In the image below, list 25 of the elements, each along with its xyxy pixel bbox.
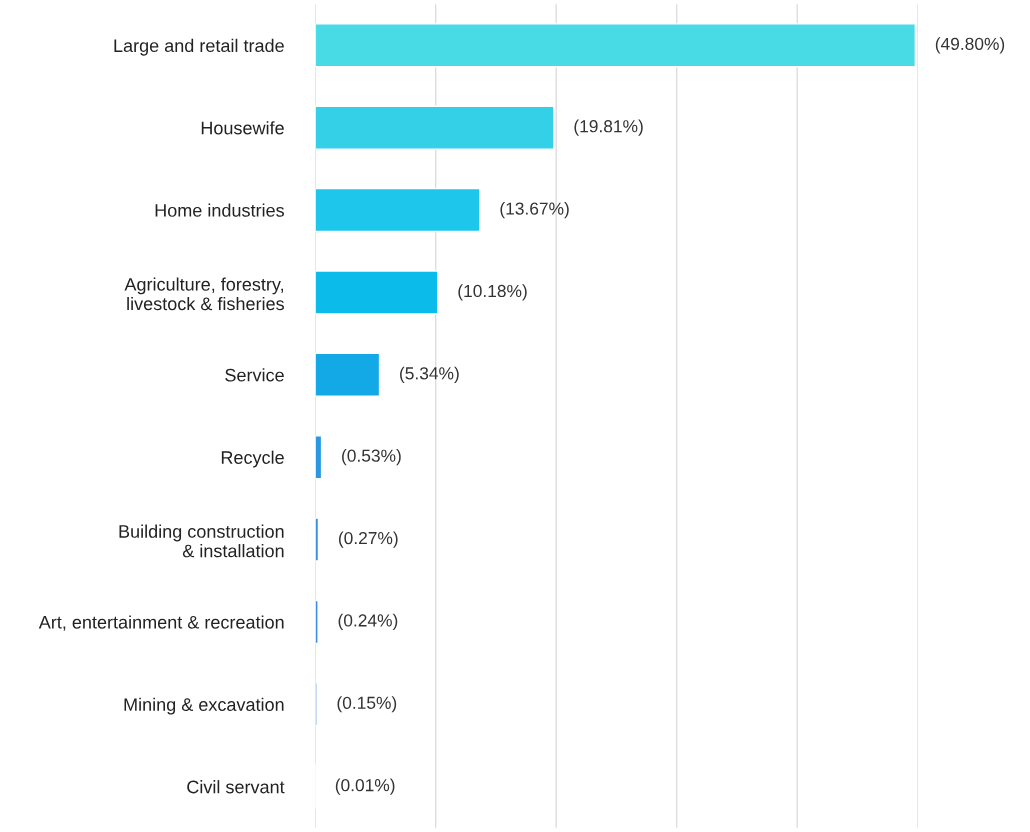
y-tick-label: Home industries <box>155 203 284 217</box>
y-tick-label: Housewife <box>201 121 284 135</box>
bar <box>315 187 481 233</box>
y-tick-label: Art, entertainment & recreation <box>38 615 284 631</box>
bar <box>315 352 381 397</box>
y-tick-label: Mining & excavation <box>124 697 284 715</box>
data-label: (0.27%) <box>338 531 398 548</box>
y-tick-label: Civil servant <box>187 780 285 794</box>
y-tick-label: Building construction & installation <box>119 524 284 558</box>
y-tick-label: Recycle <box>221 450 284 468</box>
bar <box>315 270 439 315</box>
bar <box>315 105 555 150</box>
data-label: (13.67%) <box>500 201 569 219</box>
data-label: (0.53%) <box>342 449 401 466</box>
data-label: (0.01%) <box>335 778 395 795</box>
data-label: (19.81%) <box>574 119 643 136</box>
data-label: (10.18%) <box>458 284 527 301</box>
y-tick-label: Service <box>225 368 284 382</box>
y-tick-label: Large and retail trade <box>114 38 284 56</box>
data-label: (0.24%) <box>338 613 398 630</box>
data-label: (5.34%) <box>400 366 459 383</box>
y-tick-label: Agriculture, forestry, livestock & fisheries <box>124 277 284 311</box>
data-label: (49.80%) <box>935 37 1005 54</box>
bar <box>315 23 917 68</box>
data-label: (0.15%) <box>337 696 397 713</box>
